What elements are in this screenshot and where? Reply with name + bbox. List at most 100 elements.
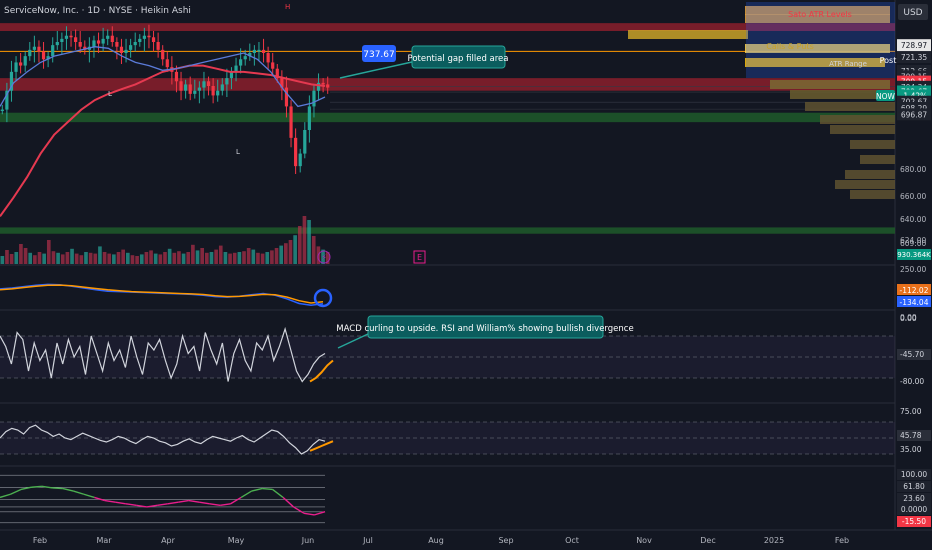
earnings-icon[interactable]: E: [413, 250, 426, 264]
vp-label-a: Sato ATR Levels: [788, 10, 852, 19]
macd-axis-label: 250.00: [900, 265, 926, 274]
volume-bar: [79, 255, 84, 264]
volume-bar: [242, 251, 246, 264]
volume-bar: [237, 252, 242, 264]
oscillator-segment: [282, 496, 295, 508]
rsi-axis-tag: [897, 430, 931, 441]
price-axis-label: 660.00: [900, 192, 926, 201]
price-axis-label: 721.35: [901, 53, 927, 62]
ma-blue-line: [0, 46, 326, 108]
oscillator-segment: [31, 485, 42, 488]
oscillator-axis-tag: [897, 469, 931, 480]
volume-profile-bar: [745, 14, 890, 23]
candle-body: [156, 42, 160, 50]
volume-bar: [74, 253, 79, 264]
volume-axis-tag: [897, 249, 931, 260]
candle-body: [106, 35, 110, 39]
volume-bar: [200, 248, 205, 264]
price-axis-tag: [897, 39, 931, 52]
time-axis-label: 2025: [764, 536, 784, 545]
volume-bar: [293, 235, 297, 264]
oscillator-segment: [314, 511, 326, 516]
volume-bar: [270, 250, 274, 264]
candle-body: [142, 35, 146, 39]
price-axis[interactable]: 728.97721.35712.66709.15709.15704.34702.…: [897, 39, 931, 527]
candle-body: [321, 82, 325, 85]
volume-bar: [191, 244, 195, 264]
volume-bar: [279, 245, 284, 264]
top-zone: [0, 23, 895, 31]
volume-bar: [37, 252, 42, 264]
time-axis[interactable]: Feb Mar Apr May Jun Jul Aug Sep Oct Nov Dec 2025 Feb: [33, 536, 849, 545]
vp-label-b: Calls & Puts: [766, 42, 813, 51]
candle-body: [119, 46, 124, 53]
oscillator-segment: [41, 485, 53, 489]
gap-note[interactable]: Potential gap filled area: [339, 45, 509, 79]
candle-body: [161, 49, 165, 60]
macd-pane[interactable]: [0, 283, 324, 307]
volume-bar: [84, 252, 88, 264]
candle-body: [298, 153, 302, 167]
volume-bar: [9, 254, 14, 264]
time-axis-label: Oct: [565, 536, 579, 545]
volume-bar: [112, 254, 116, 264]
gap-note-label: Potential gap filled area: [408, 54, 509, 64]
volume-bar: [139, 254, 144, 264]
volume-profile-bar: [850, 190, 895, 199]
currency-button[interactable]: USD: [903, 8, 922, 18]
time-axis-label: Dec: [700, 536, 715, 545]
candle-body: [234, 65, 238, 72]
volume-bar: [186, 252, 191, 264]
volume-profile-bar: [830, 125, 895, 134]
volume-bar: [311, 236, 316, 264]
williams-axis-label: 0.00: [900, 314, 917, 323]
ticker-badge-bg: [876, 90, 895, 101]
price-axis-tag: [897, 108, 931, 121]
candle-body: [316, 82, 321, 91]
oscillator-segment: [115, 501, 126, 505]
oscillator-segment: [157, 503, 168, 507]
oscillator-pane[interactable]: [0, 474, 326, 524]
time-axis-label: Nov: [636, 536, 652, 545]
oscillator-segment: [62, 487, 74, 492]
macd-note[interactable]: MACD curling to upside. RSI and William%…: [336, 315, 634, 349]
candle-body: [266, 53, 270, 63]
gap-note-bg: [411, 45, 506, 69]
time-axis-label: Sep: [498, 536, 513, 545]
volume-bar: [144, 252, 149, 264]
candle-body: [14, 62, 18, 72]
high-marker: H: [285, 3, 290, 11]
candle-body: [19, 62, 23, 66]
lightning-icon[interactable]: ⚡: [317, 250, 331, 264]
time-axis-label: Mar: [96, 536, 112, 545]
volume-bar: [274, 248, 279, 264]
williams-line: [0, 326, 326, 383]
volume-bar: [232, 252, 237, 264]
candle-body: [37, 46, 41, 52]
volume-bar: [153, 253, 158, 264]
williams-pane[interactable]: [0, 326, 895, 383]
gap-note-pointer: [339, 61, 413, 79]
candle-body: [32, 46, 36, 50]
price-callout[interactable]: 737.67: [362, 45, 396, 62]
candle-body: [289, 106, 293, 138]
time-axis-label: Jul: [362, 536, 373, 545]
volume-bar: [56, 252, 60, 264]
price-axis-label: 609.00: [900, 239, 926, 248]
oscillator-segment: [293, 506, 305, 514]
volume-bar: [130, 255, 135, 264]
volume-bar: [284, 243, 288, 264]
price-axis-label: 640.00: [900, 215, 926, 224]
oscillator-segment: [94, 496, 106, 502]
currency-button-bg[interactable]: [898, 4, 928, 20]
volume-bar: [205, 252, 209, 264]
price-pane[interactable]: [0, 2, 895, 264]
candle-body: [193, 90, 197, 94]
rsi-line: [0, 424, 326, 455]
oscillator-axis-label: 61.80: [903, 482, 925, 491]
ma-red-line: [0, 64, 326, 217]
volume-bar: [33, 255, 37, 264]
rsi-pane[interactable]: [0, 421, 895, 455]
candle-body: [46, 56, 50, 60]
